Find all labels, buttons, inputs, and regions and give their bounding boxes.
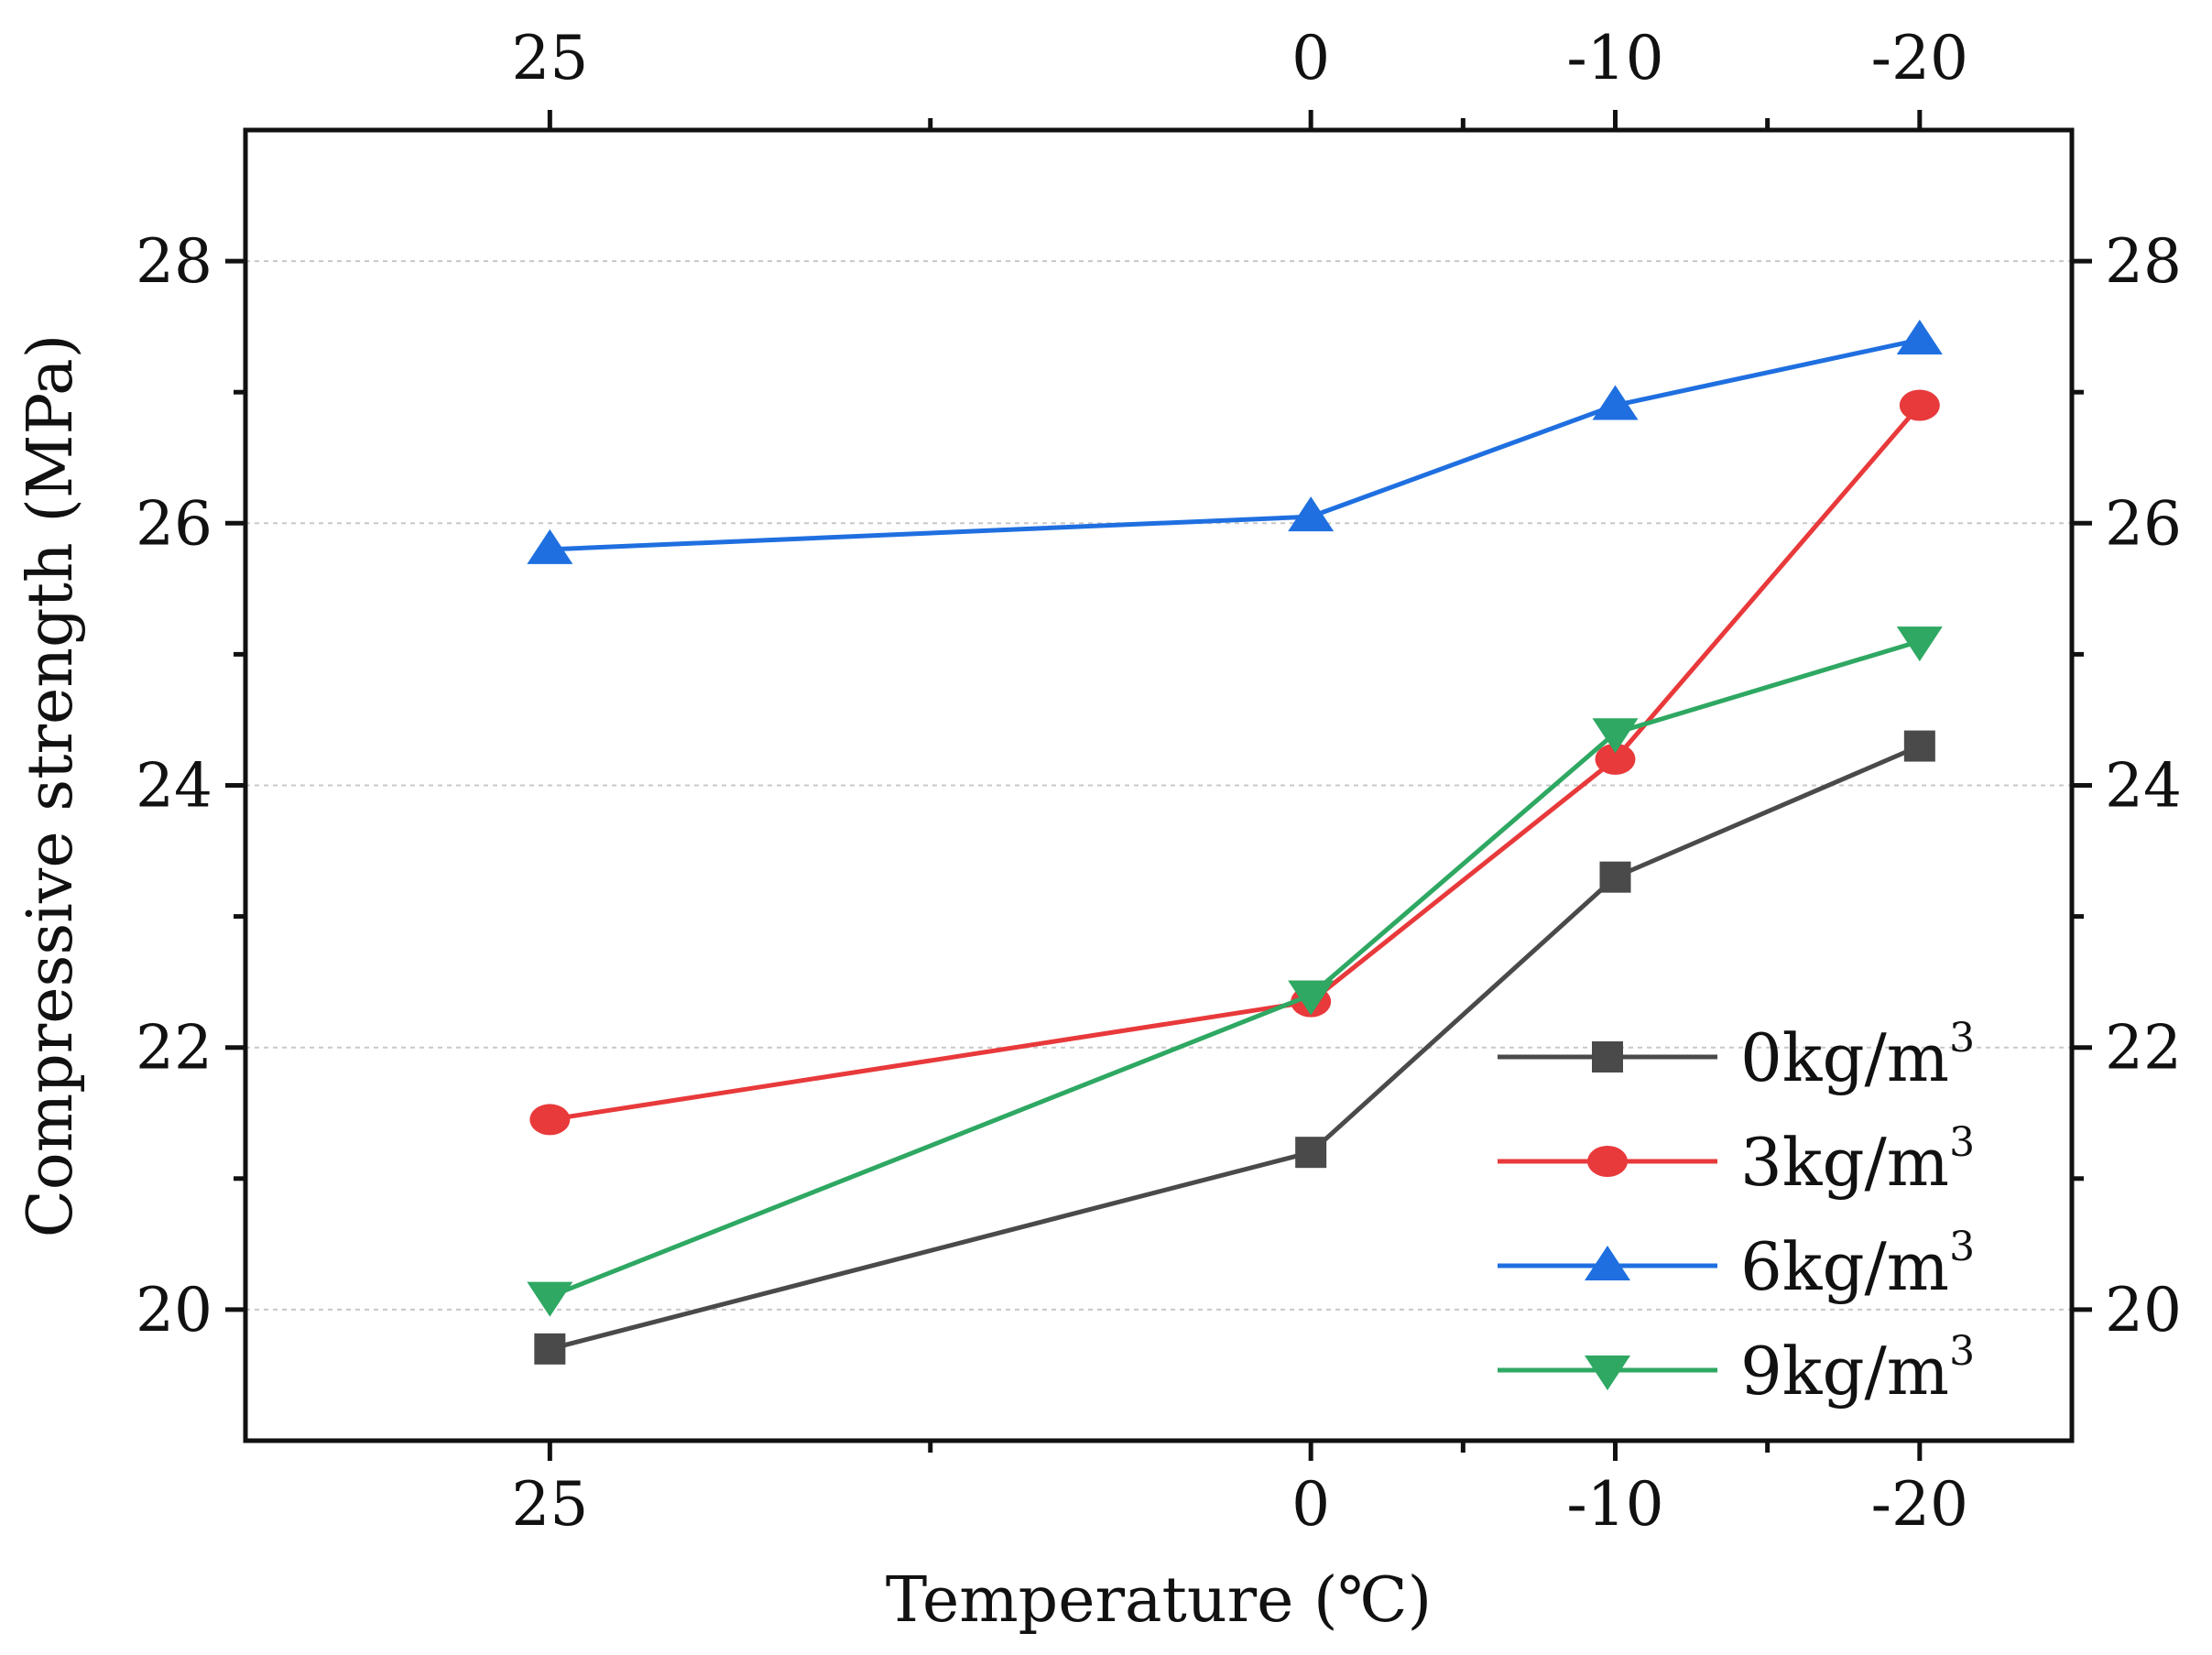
x-tick-label-bottom: -10 xyxy=(1566,1469,1663,1540)
legend-marker xyxy=(1585,1246,1630,1280)
legend-marker xyxy=(1592,1041,1623,1072)
data-point xyxy=(1592,718,1639,754)
y-tick-label-left: 28 xyxy=(136,226,212,297)
y-tick-label-right: 24 xyxy=(2105,751,2182,822)
legend-item: 3kg/m3 xyxy=(1498,1119,1975,1201)
data-point xyxy=(527,1281,573,1317)
data-point xyxy=(1595,743,1636,775)
x-axis-title: Temperature (℃) xyxy=(886,1564,1432,1637)
x-tick-label-top: -20 xyxy=(1871,23,1968,93)
legend-label: 3kg/m3 xyxy=(1740,1119,1975,1201)
y-tick-label-right: 26 xyxy=(2105,488,2182,559)
series-0 xyxy=(534,730,1935,1365)
series-line xyxy=(550,337,1921,552)
legend-item: 6kg/m3 xyxy=(1498,1224,1975,1305)
y-tick-label-left: 22 xyxy=(136,1013,212,1083)
y-tick-label-left: 20 xyxy=(136,1275,212,1345)
data-point xyxy=(1295,1137,1327,1169)
legend-label: 6kg/m3 xyxy=(1740,1224,1975,1305)
y-tick-label-left: 26 xyxy=(136,488,212,559)
data-point xyxy=(1903,730,1935,762)
series-line xyxy=(549,744,1921,1352)
y-tick-label-right: 28 xyxy=(2105,226,2182,297)
series-2 xyxy=(527,319,1943,564)
data-point xyxy=(534,1333,566,1365)
x-tick-label-bottom: 0 xyxy=(1291,1469,1330,1540)
x-tick-label-bottom: -20 xyxy=(1871,1469,1968,1540)
data-point xyxy=(527,528,573,564)
series-line xyxy=(549,403,1922,1122)
series-layer xyxy=(527,319,1943,1365)
legend-item: 0kg/m3 xyxy=(1498,1015,1975,1096)
x-tick-label-top: -10 xyxy=(1566,23,1663,93)
x-tick-label-top: 0 xyxy=(1291,23,1330,93)
y-tick-label-right: 20 xyxy=(2105,1275,2182,1345)
legend: 0kg/m3 3kg/m3 6kg/m3 9kg/m3 xyxy=(1498,1015,1975,1410)
legend-marker xyxy=(1585,1356,1630,1390)
legend-label: 9kg/m3 xyxy=(1740,1328,1975,1410)
y-tick-label-right: 22 xyxy=(2105,1013,2182,1083)
legend-marker xyxy=(1587,1146,1628,1177)
data-point xyxy=(1896,626,1943,662)
data-point xyxy=(1288,980,1335,1016)
x-tick-label-bottom: 25 xyxy=(511,1469,588,1540)
y-axis-title: Compressive strength (MPa) xyxy=(15,334,87,1238)
legend-label: 0kg/m3 xyxy=(1740,1015,1975,1096)
data-point xyxy=(1592,385,1639,420)
series-3 xyxy=(527,626,1943,1317)
data-point xyxy=(1288,496,1335,532)
tick-layer xyxy=(225,110,2092,1461)
data-point xyxy=(1896,319,1943,354)
x-tick-label-top: 25 xyxy=(511,23,588,93)
legend-item: 9kg/m3 xyxy=(1498,1328,1975,1410)
series-1 xyxy=(529,389,1940,1136)
tick-label-layer: 20 20 22 22 24 24 26 26 28 28 25 25 0 0 -10 -10 -20 -20 xyxy=(136,23,2182,1540)
data-point xyxy=(529,1104,571,1136)
data-point xyxy=(1899,389,1940,421)
series-line xyxy=(549,638,1921,1299)
data-point xyxy=(1599,861,1631,893)
y-tick-label-left: 24 xyxy=(136,751,212,822)
